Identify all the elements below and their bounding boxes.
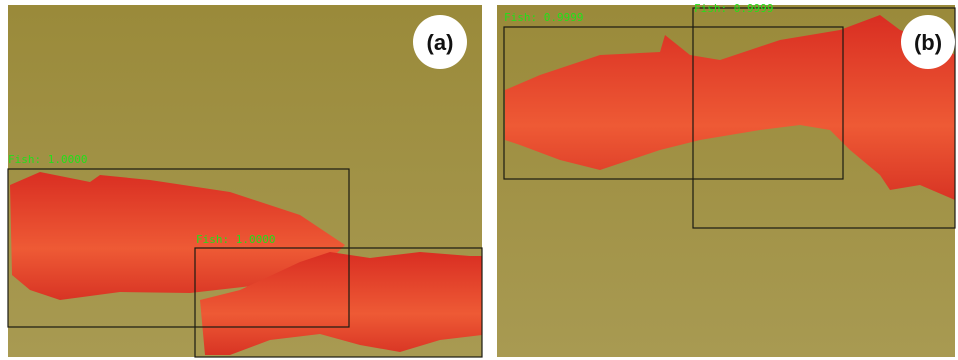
detection-label: Fish: 0.9999 xyxy=(504,11,583,24)
panel-label: (b) xyxy=(914,30,942,55)
figure: Fish: 1.0000 Fish: 1.0000 (a) Fish: 0.99… xyxy=(0,0,958,360)
detection-label: Fish: 0.9999 xyxy=(694,2,773,15)
panel-b: Fish: 0.9999 Fish: 0.9999 (b) xyxy=(497,2,955,357)
detection-label: Fish: 1.0000 xyxy=(8,153,87,166)
panel-a: Fish: 1.0000 Fish: 1.0000 (a) xyxy=(8,5,482,357)
panel-label: (a) xyxy=(427,30,454,55)
page: {"panels": [ {"label": "(a)", "detection… xyxy=(0,0,958,360)
detection-label: Fish: 1.0000 xyxy=(196,233,275,246)
